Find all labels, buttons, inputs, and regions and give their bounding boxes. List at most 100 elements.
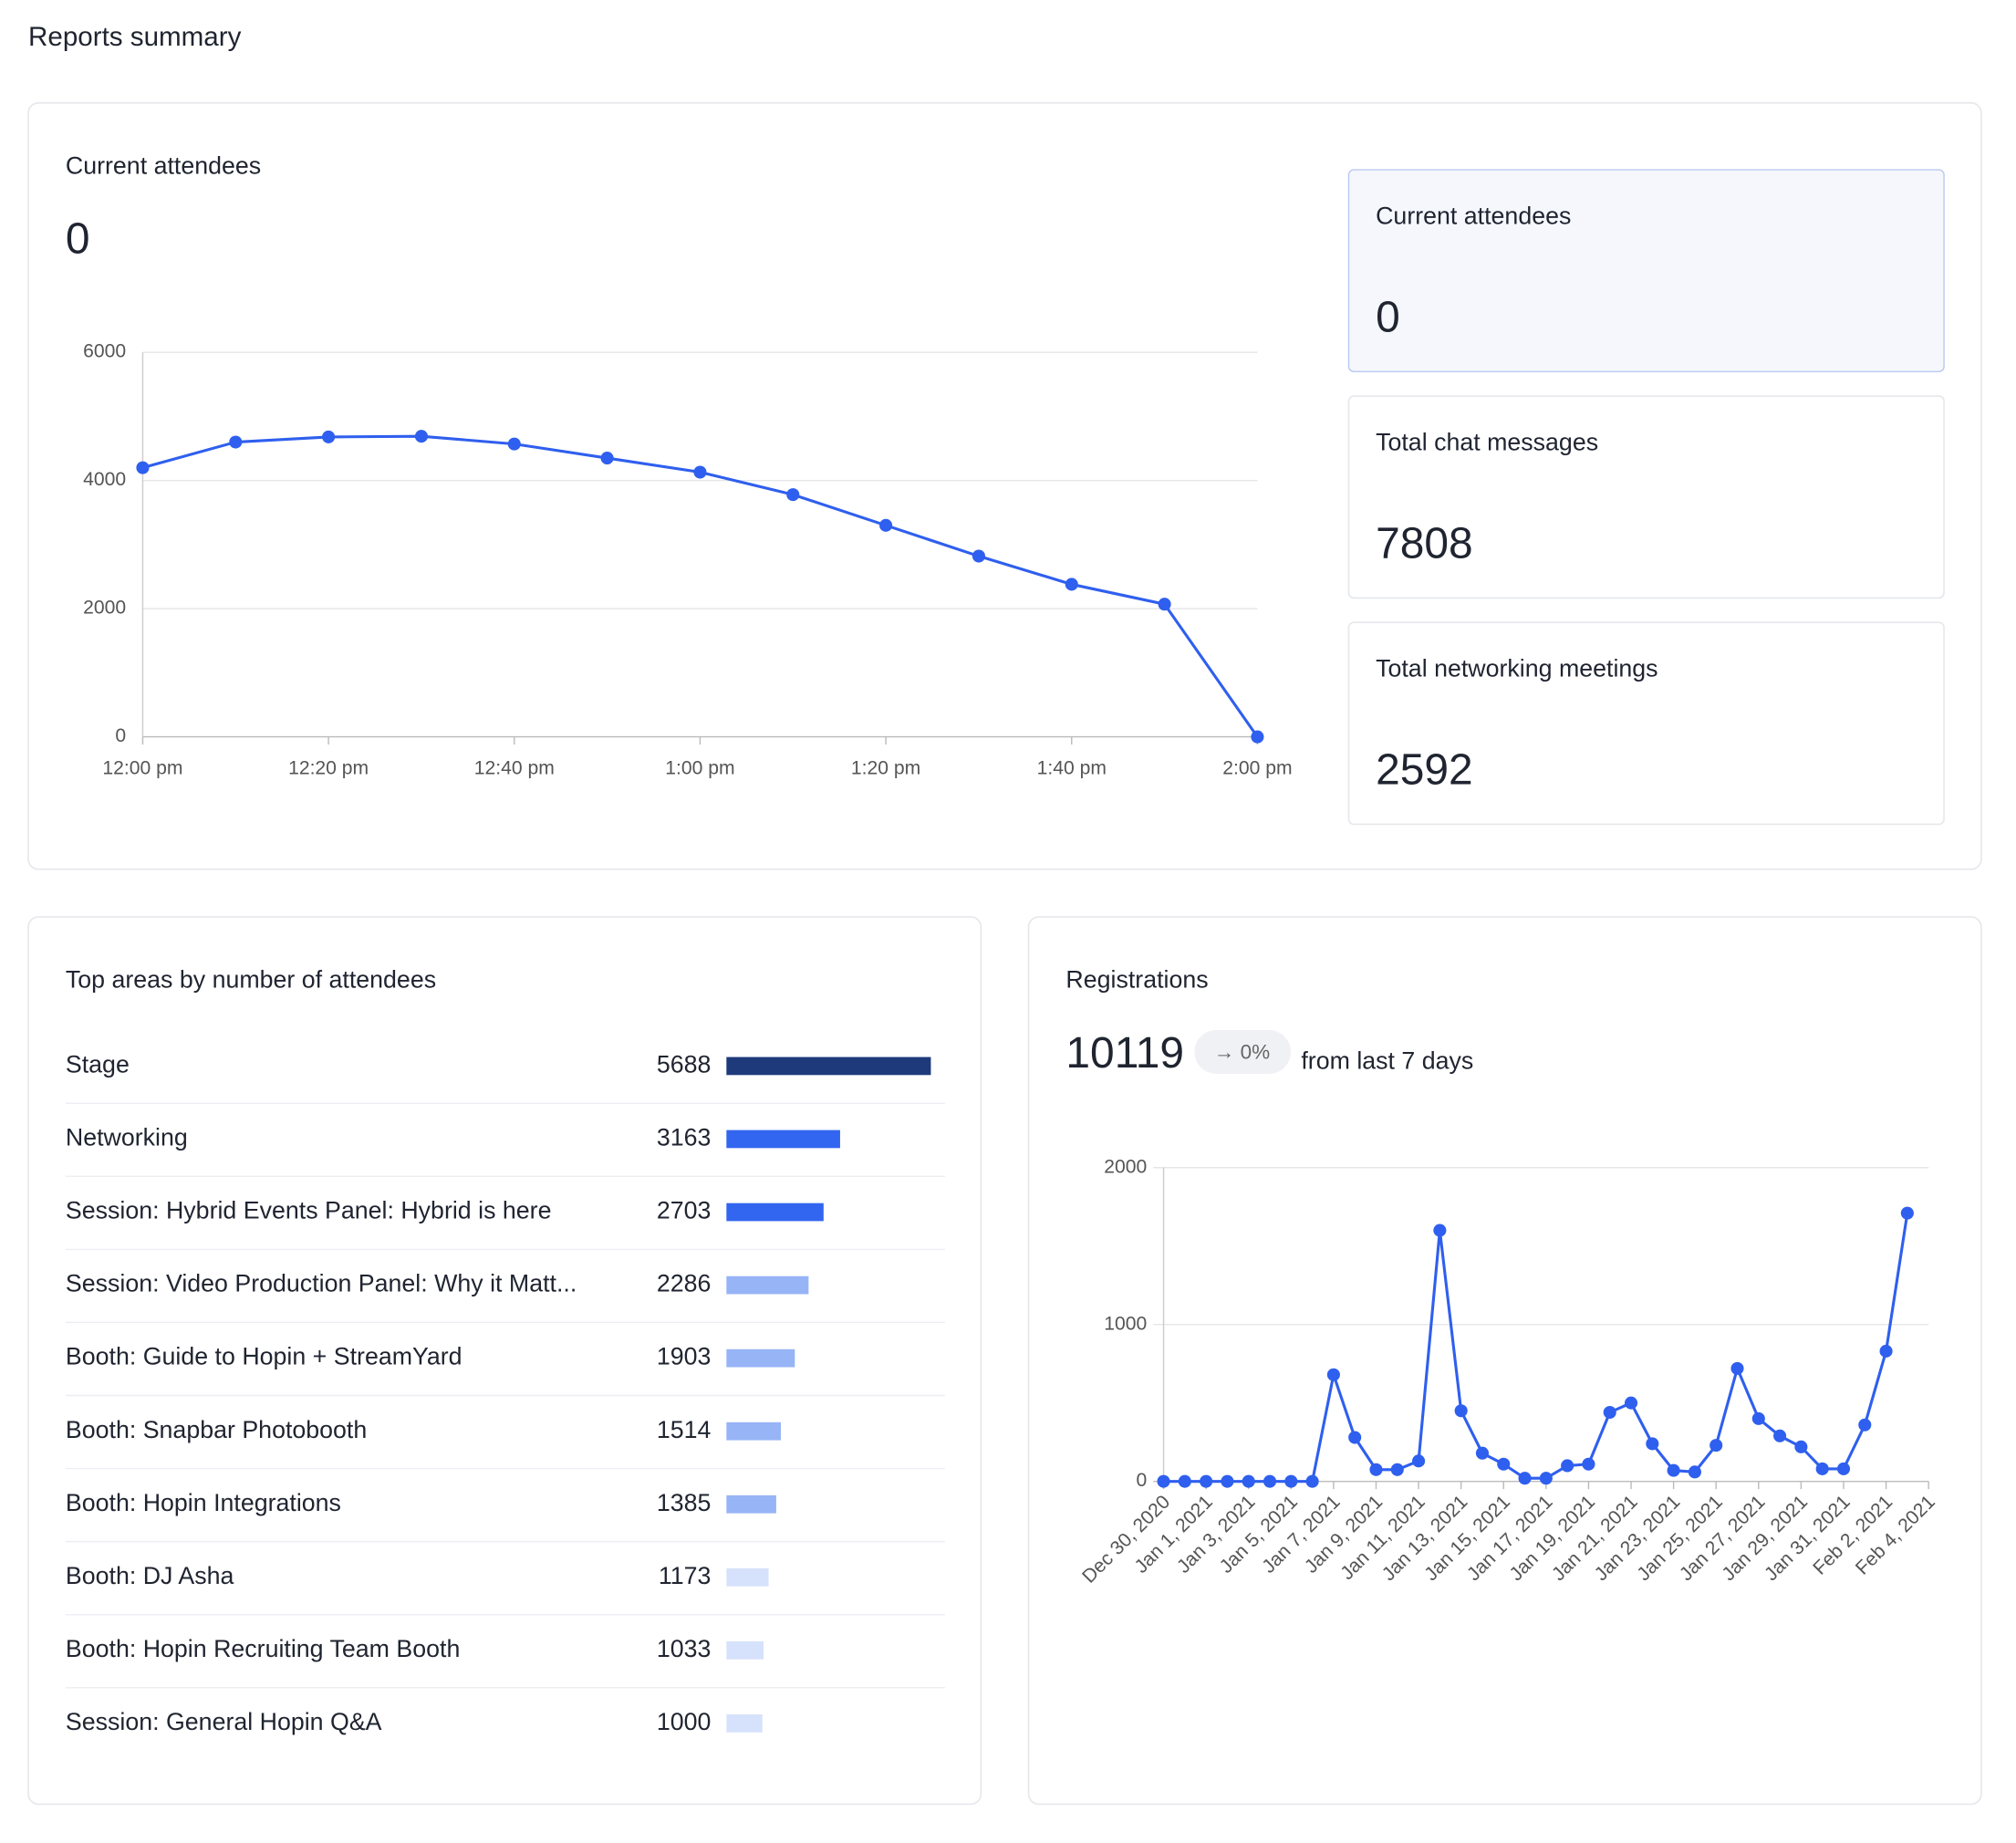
bar [726,1057,931,1076]
area-name: Booth: Hopin Recruiting Team Booth [66,1635,460,1662]
data-point [1751,1411,1765,1425]
x-tick-label: 12:20 pm [288,757,369,778]
area-value: 5688 [657,1050,712,1078]
x-tick-label: 12:00 pm [102,757,182,778]
stat-label: Current attendees [1376,202,1571,229]
data-point [1454,1404,1468,1418]
data-point [1858,1418,1872,1432]
data-point [1730,1361,1744,1375]
data-point [1900,1206,1914,1220]
bar [726,1494,776,1514]
data-point [786,488,800,502]
data-point [1178,1474,1191,1488]
area-value: 1514 [657,1416,712,1443]
data-point [414,430,428,443]
chart-title: Top areas by number of attendees [66,965,436,993]
data-point [1561,1459,1574,1473]
data-point [1251,730,1264,744]
data-point [1497,1457,1511,1471]
bar [726,1203,824,1222]
area-name: Networking [66,1124,188,1151]
area-value: 2286 [657,1270,712,1297]
bar [726,1276,809,1295]
area-name: Session: Hybrid Events Panel: Hybrid is … [66,1197,552,1224]
x-tick-label: 2:00 pm [1222,757,1292,778]
area-name: Stage [66,1050,130,1078]
area-name: Session: Video Production Panel: Why it … [66,1270,577,1297]
area-value: 1903 [657,1343,712,1370]
area-value: 1173 [659,1562,712,1589]
y-tick-label: 0 [1136,1470,1147,1491]
data-point [600,452,614,465]
data-point [1836,1462,1851,1475]
y-tick-label: 1000 [1104,1313,1147,1334]
data-point [229,435,243,449]
data-point [972,549,985,563]
registrations-total: 10119 [1065,1029,1184,1078]
data-point [1221,1474,1234,1488]
data-point [1667,1463,1680,1477]
data-point [1305,1474,1319,1488]
data-point [136,461,150,474]
area-name: Booth: DJ Asha [66,1562,234,1589]
area-name: Session: General Hopin Q&A [66,1708,382,1735]
data-point [1794,1440,1808,1453]
y-tick-label: 0 [115,725,126,746]
data-point [1603,1405,1616,1420]
stat-card [1347,169,1945,373]
data-point [1646,1437,1659,1451]
chart-title: Registrations [1065,965,1208,993]
area-name: Booth: Hopin Integrations [66,1489,341,1516]
x-tick-label: 1:20 pm [851,757,920,778]
data-point [1709,1439,1723,1453]
data-point [1624,1396,1638,1410]
data-point [879,518,893,532]
change-badge [1194,1029,1292,1074]
data-point [1326,1368,1340,1381]
data-point [1815,1462,1829,1475]
bar [726,1348,795,1368]
data-point [1065,578,1078,591]
bar [726,1130,840,1149]
data-point [1284,1474,1298,1488]
data-point [1475,1446,1490,1460]
data-point [1263,1474,1277,1488]
area-value: 1033 [657,1635,712,1662]
data-point [1369,1463,1383,1476]
data-point [1390,1463,1404,1476]
stat-value: 7808 [1376,520,1473,568]
area-name: Booth: Snapbar Photobooth [66,1416,367,1443]
data-point [1157,1474,1170,1488]
y-tick-label: 6000 [83,341,126,362]
area-value: 2703 [657,1197,712,1224]
change-value: → 0% [1214,1040,1270,1063]
y-tick-label: 2000 [1104,1156,1147,1177]
bar [726,1421,781,1441]
page-title: Reports summary [28,22,242,52]
x-tick-label: 1:00 pm [665,757,734,778]
data-point [1539,1472,1553,1485]
area-value: 1385 [657,1489,712,1516]
bar [726,1641,764,1660]
data-point [1242,1474,1255,1488]
chart-title: Current attendees [66,151,261,179]
x-tick-label: 1:40 pm [1037,757,1107,778]
area-name: Booth: Guide to Hopin + StreamYard [66,1343,462,1370]
stat-card [1347,395,1945,599]
data-point [1879,1344,1893,1358]
data-point [1688,1465,1701,1479]
data-point [1773,1429,1787,1442]
bar [726,1567,769,1587]
data-point [1158,598,1171,611]
y-tick-label: 2000 [83,598,126,619]
area-value: 1000 [657,1708,712,1735]
data-point [693,465,707,479]
stat-value: 2592 [1376,746,1473,795]
stat-value: 0 [1376,294,1400,342]
change-note: from last 7 days [1301,1046,1473,1074]
data-point [507,437,521,451]
data-point [1412,1454,1426,1468]
data-point [1518,1472,1532,1485]
